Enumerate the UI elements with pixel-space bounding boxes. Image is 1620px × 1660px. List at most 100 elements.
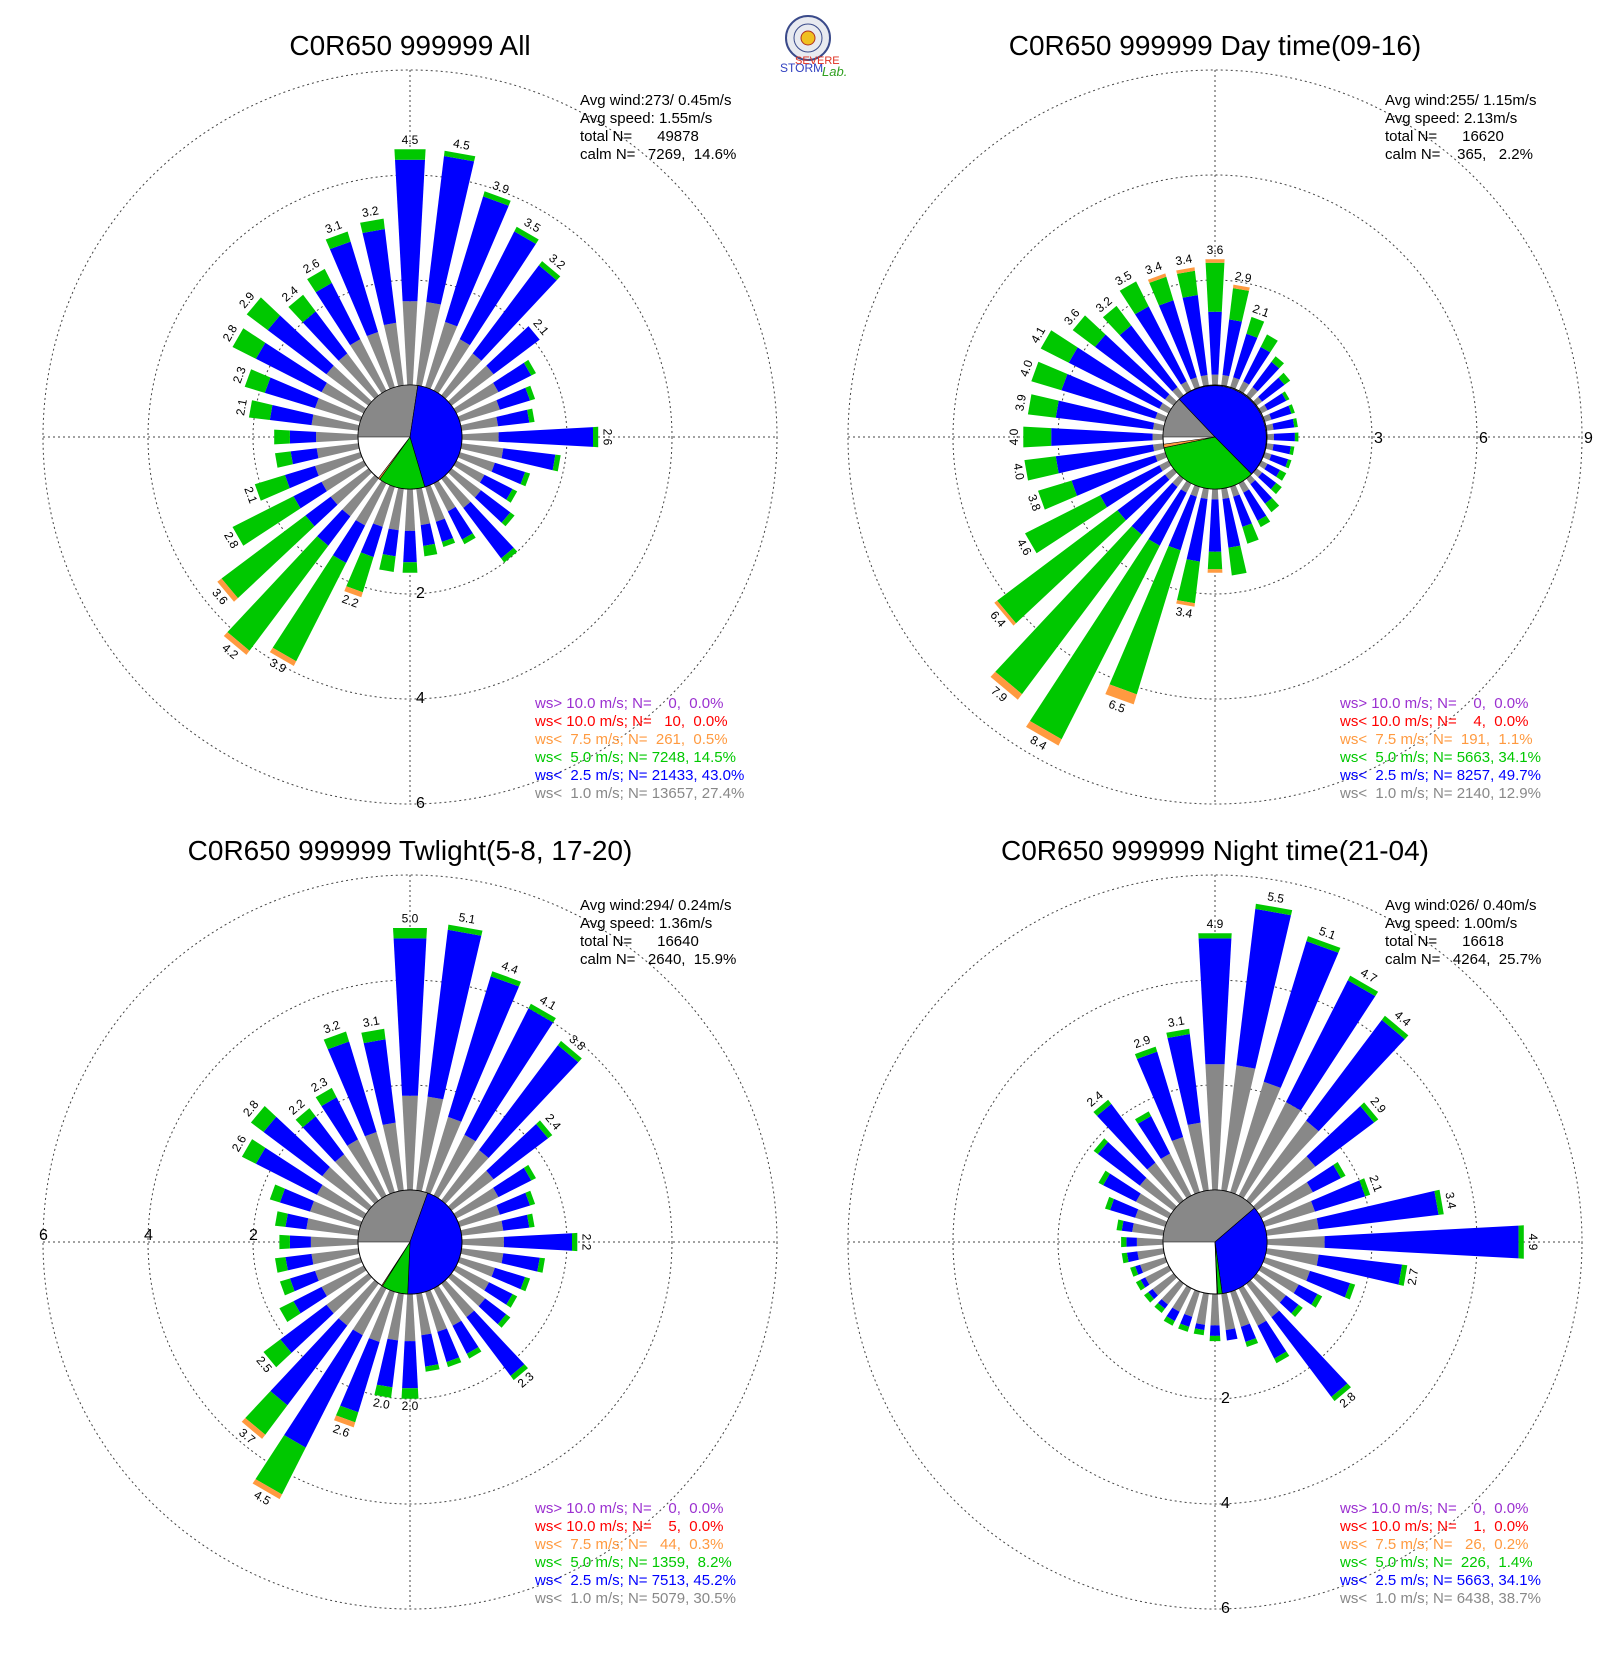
bar-segment-gray	[364, 1132, 395, 1195]
bar-segment-blue	[1148, 1289, 1158, 1300]
bar-segment-gray	[460, 1220, 504, 1236]
bar-segment-gray	[1132, 1223, 1165, 1236]
bar-total-label: 6.5	[1107, 697, 1128, 716]
bar-segment-green	[346, 552, 374, 593]
bar-segment-green	[1130, 1266, 1139, 1277]
bar-segment-green	[1518, 1225, 1524, 1259]
bar-total-label: 4.9	[1207, 917, 1224, 931]
bar-total-label: 2.2	[340, 592, 361, 611]
bar-segment-orange	[1233, 284, 1250, 291]
bar-total-label: 3.1	[323, 217, 344, 236]
bar-segment-blue	[329, 241, 379, 336]
bar-segment-gray	[425, 321, 458, 390]
bar-segment-green	[379, 554, 396, 572]
bar-segment-gray	[441, 1150, 489, 1204]
bar-segment-gray	[321, 460, 367, 492]
ring-label: 9	[1584, 430, 1593, 447]
legend-entry-lt25: ws< 2.5 m/s; N= 21433, 43.0%	[534, 767, 744, 784]
bar-total-label: 2.1	[233, 398, 250, 417]
bar-segment-green	[232, 496, 301, 546]
bar-segment-green	[1434, 1189, 1444, 1215]
bar-segment-blue	[1198, 938, 1232, 1065]
bar-segment-blue	[1055, 400, 1155, 430]
bar-segment-green	[295, 1108, 316, 1128]
bar-segment-blue	[1051, 428, 1153, 446]
bar-segment-green	[514, 226, 539, 244]
bar-segment-blue	[1100, 465, 1163, 508]
bar-segment-green	[279, 1301, 301, 1322]
bar-total-label: 2.6	[331, 1421, 352, 1440]
bar-segment-green	[523, 1164, 536, 1181]
bar-segment-blue	[501, 1214, 530, 1231]
legend-entry-lt5: ws< 5.0 m/s; N= 7248, 14.5%	[534, 749, 736, 766]
bar-segment-green	[1360, 1102, 1379, 1123]
bar-segment-blue	[498, 427, 593, 447]
ring-label: 6	[39, 1227, 48, 1244]
bar-segment-blue	[321, 1097, 358, 1146]
bar-segment-blue	[270, 1318, 348, 1406]
grid-ring	[1057, 279, 1373, 595]
bar-segment-green	[394, 149, 426, 160]
bar-segment-gray	[460, 443, 504, 459]
bar-segment-green	[227, 536, 329, 651]
bar-segment-gray	[461, 1236, 504, 1248]
bar-segment-gray	[1135, 1209, 1168, 1227]
bar-segment-gray	[352, 1285, 387, 1336]
bar-segment-gray	[416, 487, 431, 526]
bar-segment-green	[1166, 1028, 1190, 1038]
bar-segment-gray	[425, 484, 445, 522]
bar-segment-blue	[393, 938, 427, 1096]
bar-segment-blue	[1168, 494, 1197, 551]
bar-segment-green	[1228, 545, 1247, 576]
bar-segment-gray	[448, 1273, 486, 1307]
bar-segment-green	[232, 328, 266, 359]
bar-segment-orange	[241, 1418, 266, 1439]
bar-segment-green	[275, 451, 293, 468]
bar-segment-blue	[1055, 444, 1155, 474]
logo-storm-text: STORM	[780, 61, 823, 75]
bar-segment-green	[1271, 356, 1284, 369]
bar-segment-gray	[1172, 1285, 1192, 1312]
bar-segment-green	[441, 538, 456, 547]
ring-label: 6	[1479, 430, 1488, 447]
bar-segment-blue	[279, 1188, 314, 1212]
bar-segment-blue	[1140, 1277, 1150, 1288]
bar-segment-blue	[420, 523, 435, 546]
bar-segment-orange	[223, 632, 250, 655]
bar-segment-gray	[1159, 402, 1172, 414]
bar-segment-green	[1154, 1303, 1165, 1313]
bar-segment-green	[1306, 936, 1341, 953]
bar-segment-blue	[1095, 334, 1170, 400]
bar-segment-green	[246, 297, 280, 331]
bar-segment-green	[1149, 276, 1174, 306]
bar-segment-gray	[1136, 1237, 1164, 1247]
bar-segment-blue	[1097, 1103, 1156, 1170]
bar-segment-green	[1023, 426, 1052, 448]
bar-total-label: 2.1	[1251, 301, 1272, 320]
bar-segment-green	[483, 191, 511, 206]
bar-segment-gray	[1196, 1292, 1209, 1325]
bar-segment-gray	[1238, 381, 1250, 394]
bar-segment-gray	[1165, 468, 1177, 480]
stats-line: Avg speed: 1.00m/s	[1385, 915, 1517, 932]
bar-total-label: 3.2	[321, 1017, 342, 1036]
bar-segment-blue	[402, 1341, 418, 1389]
bar-segment-green	[1289, 446, 1295, 456]
bar-segment-green	[1134, 1046, 1158, 1059]
bar-segment-blue	[1316, 1254, 1403, 1285]
bar-segment-orange	[1207, 569, 1223, 573]
bar-segment-blue	[305, 496, 338, 527]
legend-entry-lt75: ws< 7.5 m/s; N= 44, 0.3%	[534, 1536, 723, 1553]
bar-segment-green	[1031, 361, 1068, 391]
bar-segment-blue	[479, 474, 513, 500]
legend-entry-lt25: ws< 2.5 m/s; N= 7513, 45.2%	[534, 1572, 736, 1589]
calm-slice-lt75	[1214, 1241, 1218, 1295]
bar-segment-blue	[284, 1329, 363, 1448]
bar-segment-green	[1093, 1099, 1112, 1116]
bar-segment-gray	[404, 488, 416, 531]
bar-segment-green	[1260, 334, 1278, 353]
bar-segment-green	[1163, 1316, 1175, 1326]
bar-segment-green	[1093, 1138, 1108, 1154]
bar-segment-green	[401, 1388, 419, 1399]
bar-segment-blue	[285, 1253, 314, 1271]
